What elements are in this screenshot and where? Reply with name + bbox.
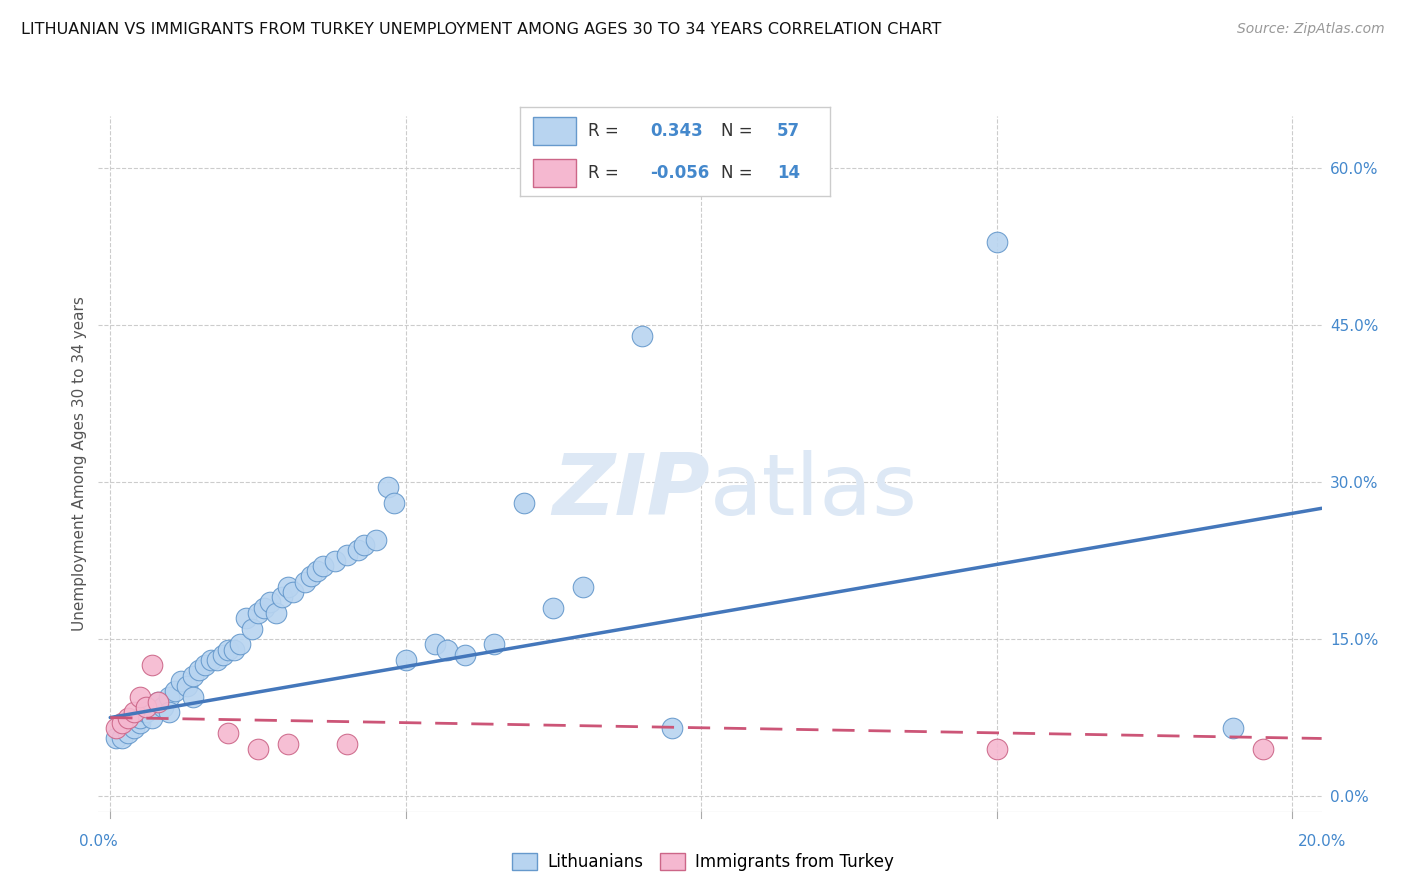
Text: N =: N = (721, 122, 758, 140)
Point (176, 679, 198, 693)
Text: 14: 14 (778, 164, 800, 182)
Point (141, 710, 163, 724)
Point (246, 742, 269, 756)
Text: Source: ZipAtlas.com: Source: ZipAtlas.com (1237, 22, 1385, 37)
Point (312, 558, 335, 573)
Point (194, 658, 217, 673)
Point (128, 690, 150, 704)
Point (224, 642, 246, 657)
Point (336, 549, 359, 563)
Y-axis label: Unemployment Among Ages 30 to 34 years: Unemployment Among Ages 30 to 34 years (72, 296, 87, 632)
Point (141, 658, 163, 673)
Legend: Lithuanians, Immigrants from Turkey: Lithuanians, Immigrants from Turkey (503, 845, 903, 880)
Point (347, 543, 370, 558)
Point (146, 695, 169, 709)
Text: 20.0%: 20.0% (1298, 834, 1346, 849)
Point (395, 653, 418, 667)
Point (631, 328, 654, 343)
Text: LITHUANIAN VS IMMIGRANTS FROM TURKEY UNEMPLOYMENT AMONG AGES 30 TO 34 YEARS CORR: LITHUANIAN VS IMMIGRANTS FROM TURKEY UNE… (21, 22, 942, 37)
Point (111, 731, 134, 746)
FancyBboxPatch shape (533, 159, 576, 187)
FancyBboxPatch shape (533, 117, 576, 145)
Point (117, 726, 139, 740)
Point (323, 553, 346, 567)
Point (105, 721, 128, 735)
Point (366, 533, 388, 547)
Text: 0.0%: 0.0% (79, 834, 118, 849)
Point (170, 673, 193, 688)
Point (135, 700, 157, 714)
Point (276, 580, 298, 594)
Point (157, 706, 180, 720)
Text: -0.056: -0.056 (650, 164, 710, 182)
Text: R =: R = (588, 164, 624, 182)
Point (425, 637, 447, 651)
Point (165, 684, 187, 698)
Point (259, 595, 281, 609)
Point (353, 538, 375, 552)
Point (128, 710, 150, 724)
Point (105, 731, 128, 746)
Point (661, 721, 683, 735)
Point (235, 611, 257, 625)
Point (128, 715, 150, 730)
Point (1222, 721, 1244, 735)
Text: N =: N = (721, 164, 758, 182)
Point (181, 669, 204, 683)
Text: R =: R = (588, 122, 624, 140)
Point (513, 496, 536, 510)
Point (1251, 742, 1274, 756)
Text: 57: 57 (778, 122, 800, 140)
Point (377, 480, 399, 494)
Point (211, 648, 233, 662)
Point (187, 664, 209, 678)
Point (181, 690, 204, 704)
Point (157, 690, 180, 704)
Point (986, 235, 1008, 249)
Point (294, 574, 316, 589)
Point (572, 580, 595, 594)
Point (253, 600, 276, 615)
Text: atlas: atlas (710, 450, 918, 533)
Point (276, 737, 298, 751)
Point (217, 642, 239, 657)
Point (283, 585, 305, 599)
Point (246, 606, 269, 620)
Point (117, 710, 139, 724)
Point (307, 564, 329, 578)
Point (146, 695, 169, 709)
Text: 0.343: 0.343 (650, 122, 703, 140)
Point (336, 737, 359, 751)
Point (436, 642, 458, 657)
Point (111, 715, 134, 730)
Point (382, 496, 405, 510)
Point (217, 726, 239, 740)
Point (122, 706, 145, 720)
Point (135, 706, 157, 720)
Point (986, 742, 1008, 756)
Point (229, 637, 252, 651)
Point (454, 648, 477, 662)
Point (205, 653, 228, 667)
Point (299, 569, 322, 583)
Point (122, 721, 145, 735)
Point (264, 606, 287, 620)
Point (152, 700, 174, 714)
Point (240, 622, 263, 636)
Point (543, 600, 565, 615)
Point (200, 653, 222, 667)
Point (484, 637, 506, 651)
Point (270, 591, 292, 605)
Text: ZIP: ZIP (553, 450, 710, 533)
